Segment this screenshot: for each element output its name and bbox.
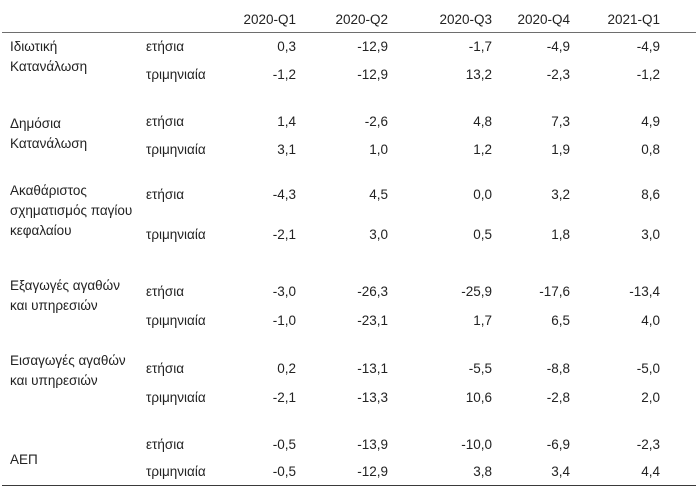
- table-cell: -13,9: [357, 437, 388, 452]
- table-cell: -0,5: [272, 437, 296, 452]
- table-cell: -13,4: [629, 284, 660, 299]
- table-cell: -2,1: [272, 390, 296, 405]
- row-group-label: Ακαθάριστος σχηματισμός παγίου κεφαλαίου: [10, 183, 133, 238]
- table-cell: -23,1: [357, 313, 388, 328]
- table-cell: 1,2: [473, 142, 492, 157]
- table-cell: 4,4: [641, 464, 660, 479]
- table-cell: 13,2: [465, 67, 492, 82]
- row-kind-label: τριμηνιαία: [146, 227, 206, 242]
- table-cell: -1,2: [272, 67, 296, 82]
- table-cell: -10,0: [461, 437, 492, 452]
- table-cell: -2,8: [546, 390, 570, 405]
- table-cell: 4,0: [641, 313, 660, 328]
- table-cell: 4,9: [641, 114, 660, 129]
- table-cell: -2,1: [272, 227, 296, 242]
- table-cell: -6,9: [546, 437, 570, 452]
- table-cell: 4,8: [473, 114, 492, 129]
- table-cell: -5,0: [636, 361, 660, 376]
- column-header: 2021-Q1: [607, 12, 660, 27]
- table-cell: -12,9: [357, 67, 388, 82]
- column-header: 2020-Q1: [243, 12, 296, 27]
- row-kind-label: ετήσια: [146, 361, 184, 376]
- table-cell: 0,2: [277, 361, 296, 376]
- table-cell: -25,9: [461, 284, 492, 299]
- table-cell: 0,0: [473, 187, 492, 202]
- table-cell: 1,0: [369, 142, 388, 157]
- table-cell: 1,9: [551, 142, 570, 157]
- row-group-label: ΑΕΠ: [10, 452, 38, 467]
- table-cell: 0,3: [277, 39, 296, 54]
- table-cell: -2,3: [546, 67, 570, 82]
- bottom-rule: [2, 485, 696, 486]
- table-cell: 0,5: [473, 227, 492, 242]
- table-cell: 1,4: [277, 114, 296, 129]
- table-cell: -1,7: [468, 39, 492, 54]
- table-cell: -2,6: [364, 114, 388, 129]
- row-kind-label: τριμηνιαία: [146, 142, 206, 157]
- row-group-label: Ιδιωτική Κατανάλωση: [10, 39, 88, 74]
- header-rule: [2, 32, 696, 33]
- row-kind-label: ετήσια: [146, 187, 184, 202]
- table-cell: 3,0: [641, 227, 660, 242]
- table-cell: 3,1: [277, 142, 296, 157]
- table-cell: -1,2: [636, 67, 660, 82]
- table-cell: 6,5: [551, 313, 570, 328]
- table-cell: 8,6: [641, 187, 660, 202]
- column-header: 2020-Q4: [517, 12, 570, 27]
- table-cell: -4,9: [636, 39, 660, 54]
- table-cell: 4,5: [369, 187, 388, 202]
- table-cell: 3,2: [551, 187, 570, 202]
- row-kind-label: τριμηνιαία: [146, 464, 206, 479]
- table-cell: -12,9: [357, 39, 388, 54]
- row-kind-label: ετήσια: [146, 114, 184, 129]
- row-kind-label: ετήσια: [146, 437, 184, 452]
- row-group-label: Εξαγωγές αγαθών και υπηρεσιών: [10, 278, 120, 313]
- table-cell: -8,8: [546, 361, 570, 376]
- table-cell: 7,3: [551, 114, 570, 129]
- column-header: 2020-Q3: [439, 12, 492, 27]
- table-cell: 3,4: [551, 464, 570, 479]
- row-kind-label: ετήσια: [146, 39, 184, 54]
- table-cell: -4,3: [272, 187, 296, 202]
- table-cell: 10,6: [465, 390, 492, 405]
- row-group-label: Εισαγωγές αγαθών και υπηρεσιών: [10, 353, 126, 388]
- row-kind-label: ετήσια: [146, 284, 184, 299]
- table-cell: -0,5: [272, 464, 296, 479]
- table-cell: 2,0: [641, 390, 660, 405]
- table-cell: -3,0: [272, 284, 296, 299]
- table-cell: 0,8: [641, 142, 660, 157]
- table-cell: -5,5: [468, 361, 492, 376]
- row-group-label: Δημόσια Κατανάλωση: [10, 116, 88, 151]
- row-kind-label: τριμηνιαία: [146, 67, 206, 82]
- table-cell: -13,3: [357, 390, 388, 405]
- row-kind-label: τριμηνιαία: [146, 390, 206, 405]
- table-cell: 3,8: [473, 464, 492, 479]
- table-cell: -4,9: [546, 39, 570, 54]
- table-cell: -1,0: [272, 313, 296, 328]
- table-cell: -17,6: [539, 284, 570, 299]
- table-cell: 1,8: [551, 227, 570, 242]
- column-header: 2020-Q2: [335, 12, 388, 27]
- table-cell: -13,1: [357, 361, 388, 376]
- table-cell: 3,0: [369, 227, 388, 242]
- table-cell: -2,3: [636, 437, 660, 452]
- row-kind-label: τριμηνιαία: [146, 313, 206, 328]
- table-cell: 1,7: [473, 313, 492, 328]
- table-cell: -12,9: [357, 464, 388, 479]
- table-cell: -26,3: [357, 284, 388, 299]
